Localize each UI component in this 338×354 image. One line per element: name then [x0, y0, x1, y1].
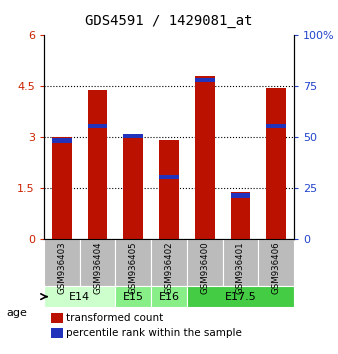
FancyBboxPatch shape [80, 239, 115, 286]
Text: GDS4591 / 1429081_at: GDS4591 / 1429081_at [85, 14, 253, 28]
Text: E16: E16 [159, 292, 179, 302]
Text: age: age [7, 308, 28, 318]
Bar [231, 193, 250, 198]
Text: E17.5: E17.5 [224, 292, 256, 302]
FancyBboxPatch shape [115, 286, 151, 307]
FancyBboxPatch shape [115, 239, 151, 286]
FancyBboxPatch shape [44, 286, 115, 307]
Bar [52, 138, 72, 143]
FancyBboxPatch shape [258, 239, 294, 286]
Text: transformed count: transformed count [67, 313, 164, 324]
Bar [123, 134, 143, 138]
Bar [88, 124, 107, 128]
Bar [51, 314, 63, 324]
Bar [195, 78, 215, 82]
Text: E14: E14 [69, 292, 90, 302]
Bar [159, 175, 179, 179]
FancyBboxPatch shape [187, 239, 223, 286]
FancyBboxPatch shape [151, 286, 187, 307]
FancyBboxPatch shape [187, 286, 294, 307]
Text: GSM936400: GSM936400 [200, 241, 209, 293]
Bar [231, 192, 250, 239]
Text: GSM936406: GSM936406 [272, 241, 281, 293]
Bar [51, 328, 63, 338]
FancyBboxPatch shape [223, 239, 258, 286]
FancyBboxPatch shape [151, 239, 187, 286]
Bar [266, 124, 286, 128]
Bar [123, 134, 143, 239]
Text: GSM936404: GSM936404 [93, 241, 102, 293]
Bar [159, 140, 179, 239]
Text: percentile rank within the sample: percentile rank within the sample [67, 328, 242, 338]
Text: GSM936403: GSM936403 [57, 241, 66, 293]
Text: GSM936405: GSM936405 [129, 241, 138, 293]
Bar [195, 76, 215, 239]
Bar [266, 88, 286, 239]
FancyBboxPatch shape [44, 239, 80, 286]
Bar [52, 137, 72, 239]
Text: GSM936401: GSM936401 [236, 241, 245, 293]
Text: GSM936402: GSM936402 [165, 241, 173, 293]
Text: E15: E15 [123, 292, 144, 302]
Bar [88, 90, 107, 239]
